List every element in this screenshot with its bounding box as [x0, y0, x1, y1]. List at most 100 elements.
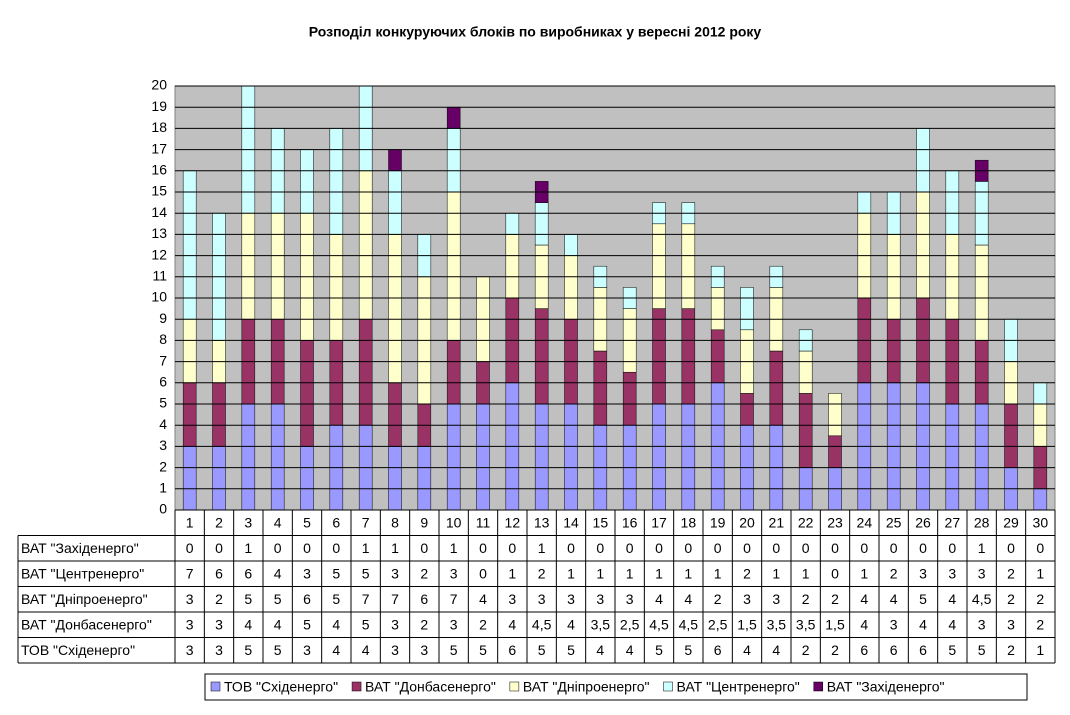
bar-segment	[358, 170, 373, 320]
bar-segment	[241, 86, 256, 87]
table-cell: 6	[860, 642, 868, 658]
bar-segment	[329, 234, 344, 341]
bar-segment	[534, 403, 549, 510]
table-cell: 4	[948, 616, 956, 632]
table-cell: 1	[244, 540, 252, 556]
x-tick-label: 8	[391, 514, 399, 530]
x-tick-label: 27	[945, 514, 961, 530]
bar-segment	[182, 318, 197, 384]
legend-swatch	[210, 681, 221, 692]
bar-segment	[740, 393, 754, 426]
table-cell: 5	[362, 616, 370, 632]
bar-segment	[388, 446, 402, 510]
x-tick-label: 6	[332, 514, 340, 530]
x-tick-label: 28	[974, 514, 990, 530]
table-cell: 3	[391, 565, 399, 581]
table-cell: 4,5	[649, 616, 669, 632]
table-cell: 5	[567, 642, 575, 658]
bar-segment	[446, 340, 461, 405]
bar-segment	[945, 170, 960, 235]
table-cell: 4	[479, 591, 487, 607]
table-cell: 0	[684, 540, 692, 556]
bar-segment	[974, 340, 989, 405]
legend-box	[204, 673, 1028, 701]
x-tick-label: 30	[1033, 514, 1049, 530]
table-cell: 3	[303, 565, 311, 581]
table-cell: 0	[420, 540, 428, 556]
table-cell: 3	[420, 642, 428, 658]
x-tick-label: 26	[915, 514, 931, 530]
table-cell: 2	[538, 565, 546, 581]
bar-segment	[388, 149, 402, 172]
bar-segment	[388, 382, 402, 447]
table-cell: 4	[743, 642, 751, 658]
table-cell: 4	[596, 642, 604, 658]
table-cell: 5	[479, 642, 487, 658]
table-cell: 4,5	[532, 616, 552, 632]
x-tick-label: 25	[886, 514, 902, 530]
table-cell: 1	[978, 540, 986, 556]
legend-label: ВАТ "Дніпроенерго"	[523, 679, 650, 695]
table-cell: 5	[332, 565, 340, 581]
table-cell: 5	[362, 565, 370, 581]
table-cell: 1	[684, 565, 692, 581]
table-cell: 5	[655, 642, 663, 658]
bar-segment	[740, 287, 754, 331]
x-tick-label: 9	[420, 514, 428, 530]
table-cell: 2	[1007, 591, 1015, 607]
bar-segment	[446, 106, 461, 129]
x-tick-label: 15	[593, 514, 609, 530]
table-cell: 0	[186, 540, 194, 556]
table-cell: 6	[714, 642, 722, 658]
bar-segment	[886, 318, 901, 384]
table-cell: 3	[538, 591, 546, 607]
y-tick-label: 1	[159, 480, 167, 496]
table-cell: 0	[802, 540, 810, 556]
y-tick-label: 3	[159, 437, 167, 453]
table-cell: 6	[919, 642, 927, 658]
bar-segment	[1033, 382, 1048, 405]
table-cell: 6	[215, 565, 223, 581]
table-cell: 0	[860, 540, 868, 556]
x-tick-label: 2	[215, 514, 223, 530]
bar-segment	[212, 382, 226, 447]
table-cell: 2	[714, 591, 722, 607]
table-cell: 1,5	[825, 616, 845, 632]
bar-segment	[974, 403, 989, 510]
x-tick-label: 22	[798, 514, 814, 530]
table-cell: 0	[215, 540, 223, 556]
table-cell: 0	[596, 540, 604, 556]
table-cell: 1	[450, 540, 458, 556]
table-cell: 4	[274, 616, 282, 632]
table-cell: 5	[244, 642, 252, 658]
table-cell: 1	[802, 565, 810, 581]
table-cell: 1	[714, 565, 722, 581]
x-tick-label: 16	[622, 514, 638, 530]
y-tick-label: 13	[151, 225, 167, 241]
table-cell: 6	[508, 642, 516, 658]
bar-segment	[769, 350, 784, 426]
table-cell: 4	[655, 591, 663, 607]
y-tick-label: 20	[151, 77, 167, 93]
table-cell: 0	[479, 540, 487, 556]
table-cell: 3	[508, 591, 516, 607]
table-cell: 2,5	[708, 616, 728, 632]
table-cell: 2	[1007, 642, 1015, 658]
bar-segment	[564, 234, 578, 256]
table-cell: 5	[450, 642, 458, 658]
table-cell: 4	[626, 642, 634, 658]
table-cell: 4	[860, 616, 868, 632]
x-tick-label: 14	[563, 514, 579, 530]
table-cell: 0	[714, 540, 722, 556]
y-tick-label: 10	[151, 289, 167, 305]
bar-segment	[652, 223, 666, 309]
table-cell: 1	[508, 565, 516, 581]
table-cell: 4,5	[972, 591, 992, 607]
y-tick-label: 9	[159, 310, 167, 326]
table-cell: 4	[772, 642, 780, 658]
table-row-label: ВАТ "Західенерго"	[21, 540, 139, 556]
table-cell: 4,5	[679, 616, 699, 632]
table-cell: 4	[332, 642, 340, 658]
table-cell: 5	[948, 642, 956, 658]
table-cell: 5	[919, 591, 927, 607]
